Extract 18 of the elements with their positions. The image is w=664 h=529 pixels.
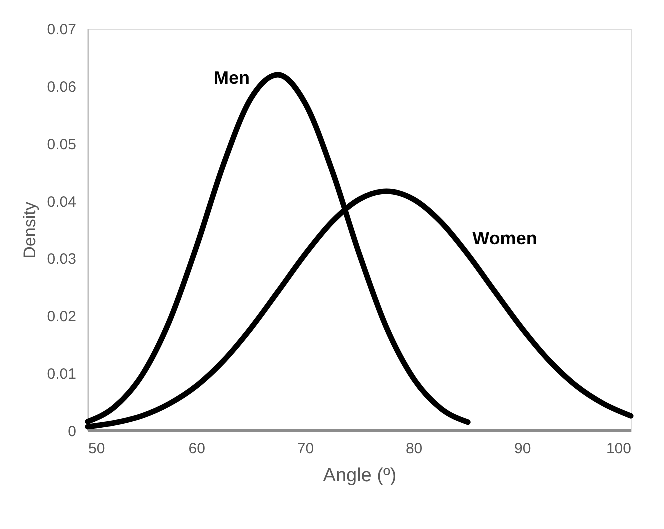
- x-tick-label: 50: [88, 440, 106, 458]
- y-tick-label: 0: [68, 424, 76, 440]
- x-tick-label: 80: [406, 440, 423, 458]
- x-tick-label: 70: [297, 440, 314, 458]
- x-axis-title: Angle (º): [323, 466, 397, 486]
- x-tick-label: 90: [514, 440, 532, 458]
- y-tick-label: 0.01: [47, 366, 76, 384]
- y-axis-title: Density: [20, 202, 40, 259]
- y-tick-label: 0.03: [47, 251, 76, 268]
- y-tick-label: 0.02: [47, 308, 76, 326]
- series-label: Women: [472, 228, 538, 249]
- y-tick-label: 0.05: [47, 136, 76, 154]
- x-tick-label: 60: [188, 440, 206, 458]
- series-label: Men: [214, 68, 250, 88]
- y-tick-label: 0.06: [47, 78, 76, 96]
- x-tick-label: 100: [606, 440, 632, 458]
- y-tick-label: 0.07: [47, 22, 76, 38]
- y-tick-label: 0.04: [47, 194, 76, 211]
